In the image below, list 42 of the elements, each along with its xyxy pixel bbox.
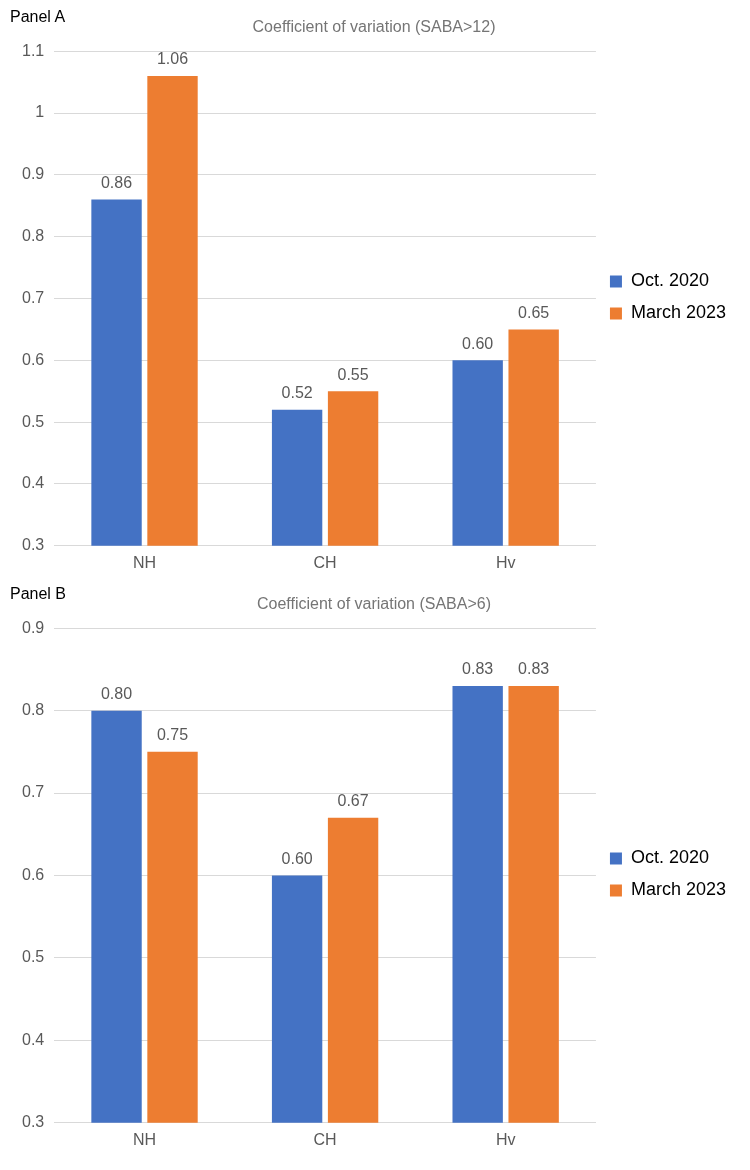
- y-tick-label: 0.9: [21, 165, 45, 183]
- data-label: 0.60: [281, 849, 313, 867]
- legend-label: March 2023: [630, 879, 727, 900]
- data-label: 0.83: [518, 660, 550, 678]
- chart-title: Coefficient of variation (SABA>12): [252, 18, 496, 36]
- text: Panel A: [10, 8, 66, 26]
- y-tick-label: 0.3: [21, 536, 45, 554]
- y-tick-label: 0.7: [21, 288, 45, 306]
- data-label: 0.60: [462, 334, 494, 352]
- x-tick-label: NH: [132, 1130, 157, 1148]
- y-tick-label: 0.4: [21, 1030, 45, 1048]
- data-label: 0.67: [337, 792, 369, 810]
- data-label: 0.65: [518, 303, 550, 321]
- legend-label: March 2023: [630, 302, 727, 323]
- data-label: 0.55: [337, 365, 369, 383]
- chart-title: Coefficient of variation (SABA>6): [256, 595, 492, 613]
- x-tick-label: Hv: [495, 1130, 516, 1148]
- y-tick-label: 0.8: [21, 701, 45, 719]
- x-tick-label: NH: [132, 553, 157, 571]
- data-label: 1.06: [156, 50, 189, 68]
- legend-label: Oct. 2020: [630, 270, 709, 291]
- y-tick-label: 0.9: [21, 618, 45, 636]
- text: Panel B: [10, 585, 67, 603]
- y-tick-label: 0.6: [21, 865, 45, 883]
- y-tick-label: 0.7: [21, 783, 45, 801]
- data-label: 0.80: [100, 685, 133, 703]
- y-tick-label: 0.8: [21, 227, 45, 245]
- x-tick-label: Hv: [495, 553, 516, 571]
- legend-label: Oct. 2020: [630, 847, 709, 868]
- y-tick-label: 0.4: [21, 474, 45, 492]
- data-label: 0.83: [462, 660, 494, 678]
- data-label: 0.75: [156, 726, 189, 744]
- x-tick-label: CH: [313, 553, 337, 571]
- y-tick-label: 0.5: [21, 412, 45, 430]
- y-tick-label: 1.1: [21, 41, 45, 59]
- x-tick-label: CH: [313, 1130, 337, 1148]
- data-label: 0.86: [100, 173, 133, 191]
- y-tick-label: 0.6: [21, 350, 45, 368]
- y-tick-label: 0.5: [21, 948, 45, 966]
- data-label: 0.52: [281, 384, 313, 402]
- y-tick-label: 1: [35, 103, 45, 121]
- y-tick-label: 0.3: [21, 1113, 45, 1131]
